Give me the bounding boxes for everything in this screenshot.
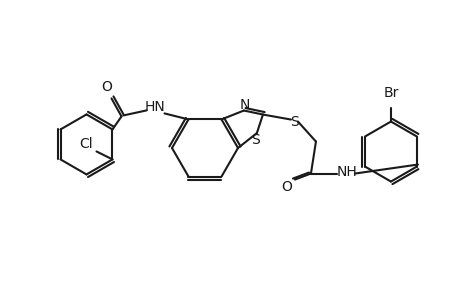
Text: Cl: Cl bbox=[79, 137, 93, 152]
Text: HN: HN bbox=[145, 100, 166, 114]
Text: NH: NH bbox=[336, 164, 357, 178]
Text: S: S bbox=[290, 115, 299, 128]
Text: N: N bbox=[239, 98, 250, 112]
Text: S: S bbox=[251, 133, 260, 147]
Text: O: O bbox=[281, 179, 292, 194]
Text: O: O bbox=[101, 80, 112, 94]
Text: Br: Br bbox=[382, 85, 398, 100]
